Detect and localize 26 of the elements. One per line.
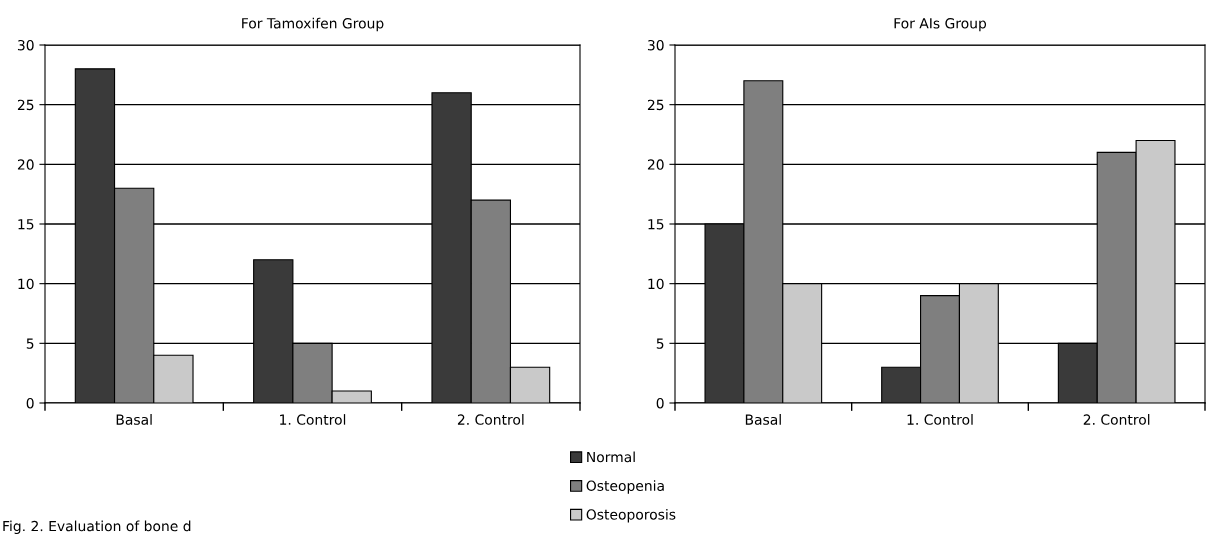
y-tick-label: 0: [656, 397, 664, 409]
y-tick-label: 20: [17, 159, 34, 170]
y-tick-label: 10: [648, 278, 664, 290]
chart-title: For AIs Group: [894, 18, 987, 32]
y-tick-label: 20: [647, 159, 664, 170]
legend-label: Osteopenia: [586, 480, 664, 494]
x-tick-label: Basal: [745, 414, 781, 425]
legend-label: Normal: [587, 451, 635, 463]
y-tick-label: 15: [18, 219, 34, 230]
caption: Fig. 2. Evaluation of bone d: [3, 520, 191, 534]
x-tick-label: 1. Control: [280, 414, 346, 425]
x-tick-label: 2. Control: [1083, 414, 1150, 425]
y-tick-label: 30: [647, 39, 664, 51]
y-tick-label: 5: [26, 338, 34, 349]
chart-title: For Tamoxifen Group: [242, 17, 384, 32]
legend-label: Osteoporosis: [586, 508, 676, 523]
y-tick-label: 10: [18, 278, 34, 290]
x-tick-label: 2. Control: [457, 414, 524, 425]
y-tick-label: 0: [26, 397, 34, 409]
y-tick-label: 25: [17, 99, 34, 111]
x-tick-label: 1. Control: [907, 414, 973, 425]
x-tick-label: Basal: [116, 414, 152, 425]
y-tick-label: 5: [656, 338, 664, 349]
y-tick-label: 15: [648, 219, 664, 230]
y-tick-label: 25: [647, 99, 664, 111]
y-tick-label: 30: [17, 39, 34, 51]
